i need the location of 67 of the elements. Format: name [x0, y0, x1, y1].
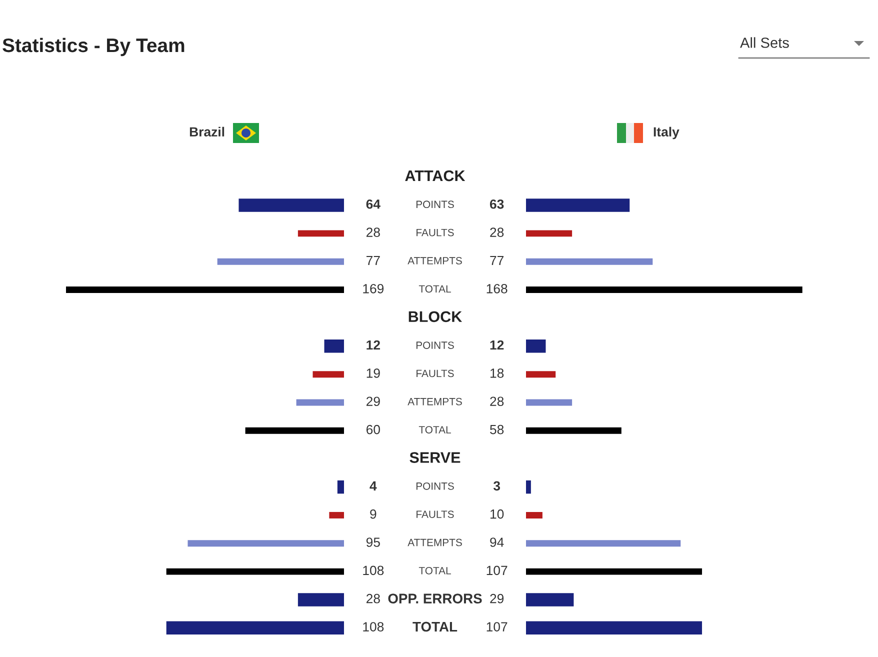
- data-label: 10: [490, 509, 504, 519]
- y-tick-label: POINTS: [416, 342, 454, 349]
- bar: [329, 512, 344, 518]
- y-tick-label: TOTAL: [418, 426, 451, 434]
- chart-title: Statistics - By Team: [2, 38, 184, 56]
- bar: [296, 399, 344, 406]
- data-label: 19: [366, 368, 380, 378]
- bar: [526, 258, 653, 265]
- data-label: 94: [490, 538, 504, 547]
- text: All Sets: [740, 37, 789, 48]
- y-tick-label: TOTAL: [418, 566, 451, 574]
- data-label: 4: [370, 481, 377, 490]
- data-label: 64: [366, 199, 380, 209]
- bar: [526, 230, 572, 237]
- y-tick-label: ATTEMPTS: [408, 398, 462, 406]
- data-label: 107: [486, 622, 508, 632]
- data-label: 168: [486, 284, 508, 294]
- y-tick-label: TOTAL: [412, 622, 458, 632]
- data-label: 12: [490, 340, 504, 350]
- bar: [312, 371, 344, 378]
- y-tick-label: POINTS: [416, 482, 454, 490]
- text: Italy: [654, 126, 680, 140]
- data-label: 28: [366, 228, 380, 237]
- bar: [526, 568, 702, 575]
- y-tick-label: ATTEMPTS: [408, 257, 462, 264]
- y-tick-label: ATTEMPTS: [408, 538, 462, 546]
- bar: [526, 540, 681, 547]
- bar: [526, 427, 622, 434]
- bar: [526, 399, 572, 406]
- data-label: 77: [366, 256, 380, 266]
- y-tick-label: BLOCK: [408, 311, 462, 322]
- data-label: 9: [370, 509, 376, 519]
- y-tick-label: OPP. ERRORS: [388, 594, 482, 604]
- bar: [526, 512, 542, 518]
- bar: [245, 427, 344, 434]
- data-label: 95: [366, 538, 380, 547]
- data-label: 18: [490, 368, 504, 378]
- bar: [298, 230, 344, 237]
- data-label: 12: [366, 340, 380, 350]
- data-label: 108: [363, 622, 384, 632]
- bar: [526, 286, 802, 294]
- data-label: 58: [490, 424, 504, 434]
- data-label: 29: [366, 396, 380, 406]
- y-tick-label: ATTACK: [405, 170, 466, 182]
- data-label: 60: [366, 424, 380, 434]
- data-label: 169: [363, 284, 384, 294]
- data-label: 28: [490, 396, 504, 406]
- data-label: 77: [490, 256, 504, 266]
- bar: [66, 286, 344, 294]
- y-tick-label: TOTAL: [418, 285, 451, 293]
- data-label: 28: [490, 228, 504, 237]
- data-label: 29: [490, 594, 504, 604]
- data-label: 3: [493, 481, 500, 491]
- y-tick-label: SERVE: [410, 452, 460, 463]
- bar: [217, 258, 344, 265]
- data-label: 63: [490, 199, 504, 209]
- y-tick-label: POINTS: [416, 200, 454, 208]
- bar: [166, 568, 344, 575]
- y-tick-label: FAULTS: [416, 228, 454, 236]
- y-tick-label: FAULTS: [416, 510, 454, 518]
- bar: [526, 371, 556, 378]
- data-label: 108: [363, 566, 384, 576]
- data-label: 28: [366, 594, 380, 604]
- text: Brazil: [190, 126, 224, 137]
- data-label: 107: [486, 566, 508, 576]
- bar: [188, 540, 344, 547]
- y-tick-label: FAULTS: [416, 370, 454, 378]
